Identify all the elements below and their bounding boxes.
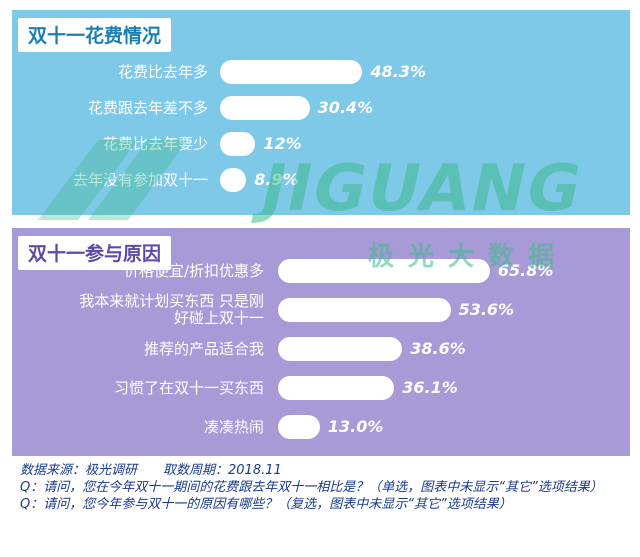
- category-label-line: 推荐的产品适合我: [143, 339, 264, 358]
- category-label-line: 凑凑热闹: [203, 417, 264, 436]
- spending-panel: 双十一花费情况 花费比去年多 48.3% 花费跟去年差不多 30.4% 花费比去年要少 1…: [12, 10, 630, 215]
- category-label-line: 习惯了在双十一买东西: [113, 378, 264, 397]
- bar: [220, 132, 256, 156]
- footer-source-line: 数据来源：极光调研 取数周期：2018.11: [20, 462, 626, 479]
- value-label: 13.0%: [327, 417, 384, 436]
- bar: [278, 415, 320, 439]
- value-label: 8.9%: [254, 170, 299, 189]
- category-label: 价格便宜/折扣优惠多: [123, 261, 264, 280]
- watermark-subtext: 极光大数据: [368, 242, 569, 272]
- bar: [278, 298, 451, 322]
- category-label-line: 我本来就计划买东西 只是刚: [79, 292, 264, 310]
- footer-notes: 数据来源：极光调研 取数周期：2018.11 Q：请问，您在今年双十一期间的花费跟…: [20, 462, 626, 513]
- category-label: 我本来就计划买东西 只是刚 好碰上双十一: [79, 293, 264, 327]
- spending-panel-title: 双十一花费情况: [18, 18, 172, 52]
- value-label: 30.4%: [317, 98, 374, 117]
- value-label: 36.1%: [402, 378, 458, 397]
- category-label: 推荐的产品适合我: [143, 339, 264, 358]
- category-label-line: 好碰上双十一: [173, 309, 264, 327]
- reasons-panel-title: 双十一参与原因: [18, 236, 172, 270]
- bar: [278, 337, 403, 361]
- category-label: 花费比去年多: [117, 62, 208, 81]
- category-label: 去年没有参加双十一: [73, 171, 208, 189]
- bar: [220, 168, 247, 192]
- watermark-logo-icon: [38, 140, 188, 220]
- category-label: 习惯了在双十一买东西: [113, 378, 264, 397]
- value-label: 65.8%: [497, 261, 554, 280]
- value-label: 38.6%: [410, 339, 466, 358]
- bar: [220, 60, 363, 84]
- category-label: 凑凑热闹: [203, 417, 264, 436]
- value-label: 53.6%: [458, 300, 515, 319]
- data-period: 取数周期：2018.11: [163, 463, 282, 478]
- watermark-text: JIGUANG: [254, 152, 590, 226]
- category-label: 花费跟去年差不多: [87, 98, 208, 117]
- bar: [220, 96, 310, 120]
- value-label: 48.3%: [370, 62, 426, 81]
- bar: [278, 259, 490, 283]
- question-1: Q：请问，您在今年双十一期间的花费跟去年双十一相比是？（单选，图表中未显示“其它…: [20, 480, 603, 495]
- bar: [278, 376, 395, 400]
- category-label-line: 价格便宜/折扣优惠多: [123, 261, 264, 280]
- question-2: Q：请问，您今年参与双十一的原因有哪些？（复选，图表中未显示“其它”选项结果）: [20, 497, 512, 512]
- value-label: 12%: [263, 134, 302, 153]
- category-label: 花费比去年要少: [103, 135, 208, 153]
- reasons-panel: 双十一参与原因 价格便宜/折扣优惠多 65.8% 我本来就计划买东西 只是刚 好碰上双…: [12, 228, 630, 456]
- data-source: 数据来源：极光调研: [20, 463, 138, 478]
